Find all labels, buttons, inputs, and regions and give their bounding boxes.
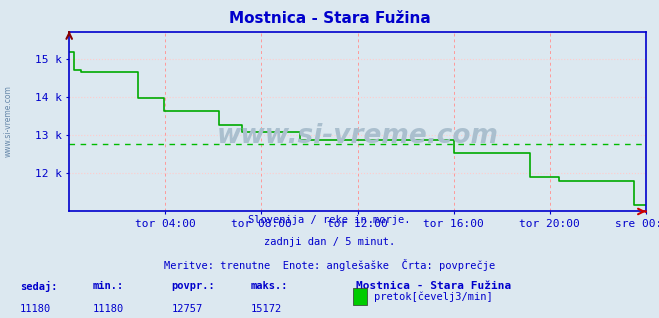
Text: Mostnica - Stara Fužina: Mostnica - Stara Fužina [356, 281, 511, 291]
Text: 12757: 12757 [171, 304, 202, 314]
Text: Meritve: trenutne  Enote: anglešaške  Črta: povprečje: Meritve: trenutne Enote: anglešaške Črta… [164, 259, 495, 271]
Text: Slovenija / reke in morje.: Slovenija / reke in morje. [248, 215, 411, 225]
Text: 15172: 15172 [250, 304, 281, 314]
Text: www.si-vreme.com: www.si-vreme.com [4, 85, 13, 157]
Text: zadnji dan / 5 minut.: zadnji dan / 5 minut. [264, 237, 395, 247]
Text: maks.:: maks.: [250, 281, 288, 291]
Text: sedaj:: sedaj: [20, 281, 57, 293]
Text: Mostnica - Stara Fužina: Mostnica - Stara Fužina [229, 11, 430, 26]
Text: min.:: min.: [92, 281, 123, 291]
Text: povpr.:: povpr.: [171, 281, 215, 291]
Text: 11180: 11180 [92, 304, 123, 314]
Text: www.si-vreme.com: www.si-vreme.com [217, 123, 498, 149]
Text: 11180: 11180 [20, 304, 51, 314]
Text: pretok[čevelj3/min]: pretok[čevelj3/min] [374, 291, 492, 302]
